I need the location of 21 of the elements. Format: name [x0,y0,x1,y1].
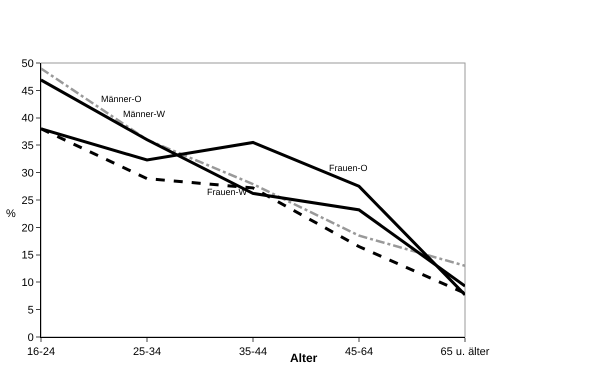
x-tick-label: 45-64 [344,346,374,358]
y-tick-label: 20 [22,222,34,234]
y-tick-label: 45 [22,85,34,98]
y-tick-label: 25 [22,194,34,207]
series-label: Frauen-O [329,163,368,173]
y-tick-label: 0 [28,332,34,344]
y-tick-label: 15 [22,250,34,262]
y-tick-label: 5 [28,304,34,316]
y-tick-label: 40 [22,112,34,125]
y-tick-label: 10 [22,277,34,290]
x-tick-label: 65 u. älter [440,346,490,358]
series-label: Männer-O [101,94,142,104]
x-tick-label: 16-24 [26,346,56,358]
x-axis-title: Alter [290,351,318,365]
y-tick-label: 30 [22,167,34,180]
x-tick-label: 25-34 [132,346,162,358]
series-label: Männer-W [123,109,166,119]
y-tick-label: 35 [22,140,34,152]
y-tick-label: 50 [22,58,34,70]
y-axis-title: % [6,208,16,220]
x-tick-label: 35-44 [238,346,268,358]
